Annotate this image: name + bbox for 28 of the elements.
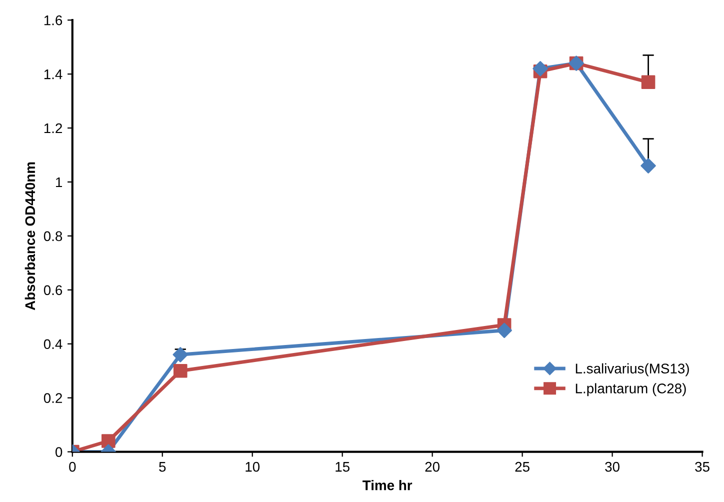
y-axis-title: Absorbance OD440nm [24, 162, 36, 310]
y-tick-label: 1.6 [44, 15, 62, 26]
x-tick-label: 0 [69, 462, 76, 472]
x-tick-label: 30 [605, 462, 620, 472]
y-tick-label: 0.4 [44, 339, 62, 350]
point [641, 75, 656, 90]
point [640, 158, 656, 174]
x-tick-label: 15 [336, 462, 350, 472]
point [173, 364, 188, 378]
point [532, 61, 548, 76]
point [172, 347, 188, 362]
y-tick-label: 1 [56, 177, 62, 188]
x-axis-title: Time hr [362, 480, 412, 490]
y-tick-label: 1.4 [44, 70, 62, 80]
y-tick-label: 0.2 [44, 393, 62, 404]
y-tick-label: 0.8 [44, 231, 62, 242]
y-tick-label: 0 [55, 447, 62, 457]
x-tick-label: 5 [159, 462, 166, 472]
point [496, 322, 512, 338]
x-tick-label: 20 [425, 462, 440, 472]
point [101, 434, 116, 448]
y-tick-label: 0.6 [44, 285, 62, 296]
y-tick-label: 1.2 [44, 123, 62, 134]
legend-label: L.plantarum (C28) [576, 383, 686, 396]
legend-label: L.salivarius(MS13) [576, 363, 689, 376]
x-tick-label: 35 [695, 462, 710, 472]
x-tick-label: 25 [515, 462, 530, 472]
x-tick-label: 10 [246, 462, 260, 472]
